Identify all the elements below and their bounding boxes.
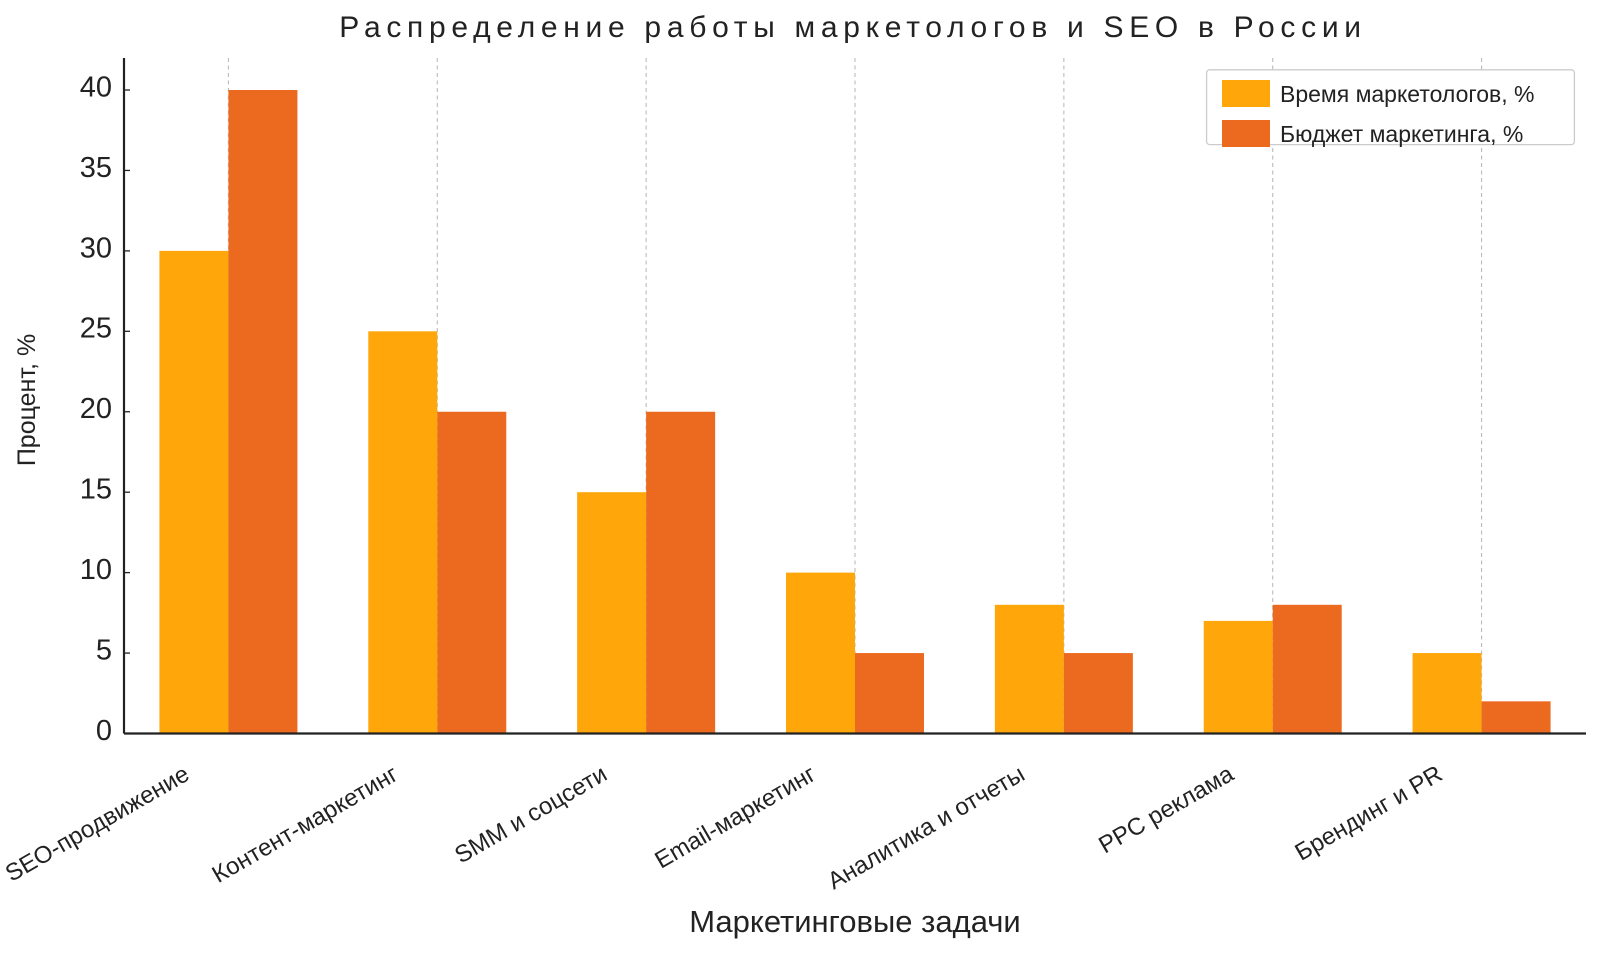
svg-text:10: 10 bbox=[80, 554, 112, 586]
svg-text:Время маркетологов, %: Время маркетологов, % bbox=[1280, 81, 1534, 107]
svg-text:40: 40 bbox=[80, 72, 112, 104]
svg-text:5: 5 bbox=[96, 635, 112, 667]
svg-text:0: 0 bbox=[96, 715, 112, 747]
svg-text:25: 25 bbox=[80, 313, 112, 345]
svg-text:35: 35 bbox=[80, 152, 112, 184]
svg-text:Маркетинговые задачи: Маркетинговые задачи bbox=[689, 904, 1020, 939]
svg-text:20: 20 bbox=[80, 393, 112, 425]
svg-text:Распределение работы маркетоло: Распределение работы маркетологов и SEO … bbox=[339, 11, 1366, 44]
svg-text:15: 15 bbox=[80, 474, 112, 506]
svg-text:30: 30 bbox=[80, 232, 112, 264]
svg-text:Процент, %: Процент, % bbox=[13, 334, 41, 466]
svg-text:Бюджет маркетинга, %: Бюджет маркетинга, % bbox=[1280, 121, 1523, 147]
